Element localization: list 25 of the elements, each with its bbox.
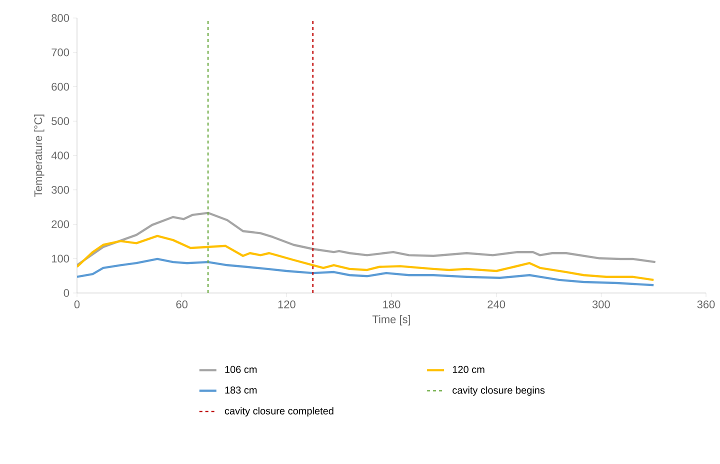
x-tick-label: 60 [176, 300, 188, 308]
x-tick-label: 120 [278, 300, 296, 308]
y-tick-label: 100 [52, 254, 70, 263]
x-tick-label: 360 [697, 300, 715, 308]
x-tick-label: 180 [383, 300, 400, 308]
line-series [77, 258, 655, 286]
y-tick-label: 400 [51, 152, 70, 160]
y-tick-label: 800 [52, 14, 70, 22]
legend-label: cavity closure completed [224, 407, 334, 416]
y-tick-label: 600 [52, 82, 70, 91]
y-tick-label: 300 [52, 186, 70, 194]
x-tick-label: 0 [74, 300, 80, 308]
y-tick-label: 700 [52, 48, 70, 56]
y-axis-title: Temperature [°C] [34, 114, 44, 197]
y-tick-label: 500 [52, 117, 70, 126]
y-tick-label: 0 [64, 289, 70, 297]
legend-label: 106 cm [225, 366, 257, 374]
x-tick-label: 240 [488, 300, 506, 308]
legend-label: 120 cm [452, 366, 484, 374]
y-tick-label: 200 [52, 220, 70, 228]
legend-label: 183 cm [225, 386, 257, 394]
legend-label: cavity closure begins [452, 386, 545, 396]
x-tick-label: 300 [592, 300, 610, 308]
line-series [77, 212, 656, 266]
x-axis-title: Time [s] [372, 315, 410, 326]
